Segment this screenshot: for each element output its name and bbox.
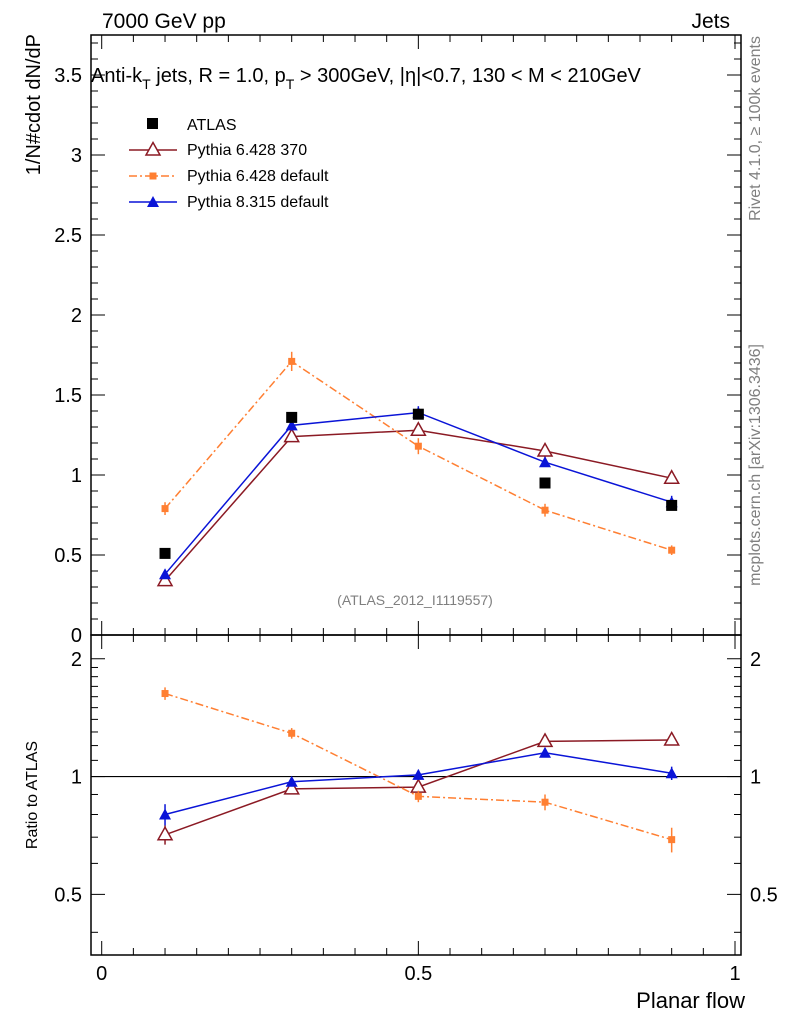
main-point-atlas xyxy=(159,547,171,559)
main-point-p6-370 xyxy=(410,421,427,436)
main-point-p6-370 xyxy=(283,427,300,443)
main-point-p8 xyxy=(159,568,172,580)
ratio-y-tick-label: 0.5 xyxy=(750,884,778,906)
ratio-point-p6-370 xyxy=(536,732,554,748)
legend-marker-p6-default xyxy=(149,172,157,180)
ratio-point-p8 xyxy=(285,775,298,787)
ratio-point-p6-370 xyxy=(156,825,174,841)
y-tick-label: 0 xyxy=(71,625,82,647)
axis-ticks: 0 0.5 1 1.5 2 2.5 3 3.5 0 0.5 1 0.5 0.5 1 1 2 2 xyxy=(54,35,778,985)
main-point-p6-default xyxy=(288,357,296,365)
plot-title: Anti-kT jets, R = 1.0, pT > 300GeV, |η|<… xyxy=(91,65,642,92)
main-point-p8 xyxy=(539,456,552,468)
legend-label-atlas: ATLAS xyxy=(187,117,237,134)
ratio-y-tick-label: 0.5 xyxy=(54,884,82,906)
x-tick-label: 1 xyxy=(729,963,740,985)
ratio-point-p6-370 xyxy=(663,730,680,746)
ratio-point-p6-default xyxy=(161,690,169,698)
main-point-p6-default xyxy=(541,506,549,514)
y-tick-label: 1 xyxy=(71,465,82,487)
y-tick-label: 2.5 xyxy=(54,225,82,247)
x-axis-label: Planar flow xyxy=(636,988,745,1013)
legend-label-p6-370: Pythia 6.428 370 xyxy=(187,142,307,159)
ratio-y-tick-label: 2 xyxy=(71,649,82,671)
ratio-point-p6-370 xyxy=(283,779,300,795)
main-point-p6-370 xyxy=(536,441,554,457)
main-point-atlas xyxy=(666,499,678,511)
y-tick-label: 2 xyxy=(71,305,82,327)
main-point-p6-370 xyxy=(156,571,174,587)
legend: ATLAS Pythia 6.428 370 Pythia 6.428 defa… xyxy=(129,117,329,211)
ratio-point-p8 xyxy=(159,808,172,820)
y-axis-label: 1/N#cdot dN/dP xyxy=(23,34,45,175)
ratio-line-p6-default xyxy=(164,692,672,841)
ratio-y-tick-label: 1 xyxy=(71,767,82,789)
main-line-p6-default xyxy=(164,360,672,551)
main-point-p6-default xyxy=(414,442,422,450)
ratio-point-p8 xyxy=(412,768,425,780)
main-point-p6-370 xyxy=(663,469,680,484)
x-tick-label: 0 xyxy=(96,963,107,985)
ratio-point-p8 xyxy=(539,746,552,758)
ratio-y-tick-label: 1 xyxy=(750,767,761,789)
main-point-p6-default xyxy=(161,505,169,513)
main-point-atlas xyxy=(539,477,551,489)
main-point-p8 xyxy=(285,419,298,431)
watermark: (ATLAS_2012_I1119557) xyxy=(337,592,493,608)
header-right: Jets xyxy=(691,10,730,33)
legend-label-p8: Pythia 8.315 default xyxy=(187,194,329,211)
ratio-point-p8 xyxy=(665,767,678,779)
main-point-p6-default xyxy=(668,546,676,554)
main-point-atlas xyxy=(286,411,298,423)
rivet-label: Rivet 4.1.0, ≥ 100k events xyxy=(747,36,764,221)
ratio-frame xyxy=(90,634,742,956)
y-tick-label: 1.5 xyxy=(54,385,82,407)
ratio-point-p6-default xyxy=(288,729,296,737)
y-tick-label: 3 xyxy=(71,145,82,167)
legend-marker-p8 xyxy=(147,196,159,207)
ratio-y-tick-label: 2 xyxy=(750,649,761,671)
y-tick-label: 0.5 xyxy=(54,545,82,567)
ratio-point-p6-default xyxy=(541,798,549,806)
legend-label-p6-default: Pythia 6.428 default xyxy=(187,168,329,185)
ratio-point-p6-default xyxy=(668,836,676,844)
x-tick-label: 0.5 xyxy=(404,963,432,985)
data-marks xyxy=(156,351,680,853)
header-left: 7000 GeV pp xyxy=(102,10,226,33)
ratio-y-axis-label: Ratio to ATLAS xyxy=(24,741,41,849)
y-tick-label: 3.5 xyxy=(54,65,82,87)
main-point-atlas xyxy=(412,408,424,420)
legend-marker-p6-370 xyxy=(144,140,162,156)
ratio-point-p6-default xyxy=(414,792,422,800)
legend-marker-atlas xyxy=(147,118,158,129)
mcplots-label: mcplots.cern.ch [arXiv:1306.3436] xyxy=(747,344,764,586)
